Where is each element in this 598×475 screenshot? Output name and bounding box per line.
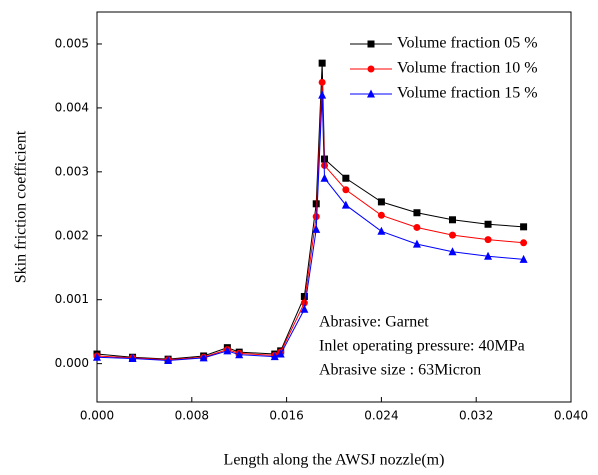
series-line — [96, 82, 524, 361]
data-point — [318, 59, 326, 67]
data-point — [199, 353, 208, 362]
data-point — [484, 251, 493, 260]
x-tick-label: 0.024 — [364, 409, 398, 423]
data-point — [520, 223, 528, 231]
annotation: Abrasive size : 63Micron — [319, 362, 481, 379]
data-point — [449, 231, 456, 239]
data-point — [300, 293, 308, 301]
legend-marker — [367, 65, 375, 73]
data-point — [235, 350, 244, 359]
data-point — [412, 239, 421, 248]
data-point — [519, 254, 528, 263]
data-point — [93, 352, 101, 361]
data-point — [312, 200, 320, 208]
x-tick-label: 0.040 — [554, 409, 588, 423]
x-axis-label: Length along the AWSJ nozzle(m) — [224, 452, 445, 469]
y-tick-label: 0.004 — [55, 100, 89, 114]
x-tick-label: 0.016 — [269, 409, 303, 423]
legend-label: Volume fraction 05 % — [397, 35, 538, 52]
y-tick-label: 0.003 — [55, 164, 89, 178]
data-point — [223, 346, 232, 355]
data-point — [318, 78, 326, 86]
data-point — [341, 200, 350, 209]
data-point — [300, 299, 308, 307]
data-point — [128, 354, 137, 363]
data-point — [164, 355, 173, 364]
x-tick-label: 0.032 — [459, 409, 493, 423]
plot-frame — [96, 11, 572, 403]
annotation: Inlet operating pressure: 40MPa — [319, 338, 525, 355]
data-point — [377, 211, 385, 219]
data-point — [320, 173, 329, 182]
legend-marker — [367, 89, 375, 98]
data-point — [276, 349, 285, 358]
y-tick-label: 0.005 — [55, 36, 89, 50]
series-line — [96, 63, 524, 360]
data-point — [484, 236, 492, 244]
x-tick-label: 0.000 — [80, 409, 114, 423]
data-point — [312, 213, 320, 221]
data-point — [377, 198, 385, 206]
data-point — [342, 174, 350, 182]
legend-marker — [367, 40, 375, 48]
data-point — [342, 186, 350, 194]
y-tick-label: 0.001 — [55, 292, 89, 306]
series-line — [96, 95, 524, 361]
data-point — [449, 216, 456, 224]
data-point — [413, 209, 421, 217]
data-point — [377, 226, 386, 235]
legend-label: Volume fraction 10 % — [397, 60, 538, 77]
data-point — [484, 220, 492, 228]
data-point — [312, 224, 321, 233]
data-point — [520, 239, 528, 247]
data-point — [300, 304, 309, 313]
data-point — [318, 90, 327, 99]
y-tick-label: 0.002 — [55, 228, 89, 242]
annotation: Abrasive: Garnet — [319, 314, 429, 331]
data-point — [448, 247, 457, 256]
data-point — [413, 223, 421, 231]
data-point — [270, 352, 279, 361]
y-axis-label: Skin friction coefficient — [13, 130, 30, 283]
x-tick-label: 0.008 — [175, 409, 209, 423]
y-tick-label: 0.000 — [55, 356, 89, 370]
legend-label: Volume fraction 15 % — [397, 85, 538, 102]
